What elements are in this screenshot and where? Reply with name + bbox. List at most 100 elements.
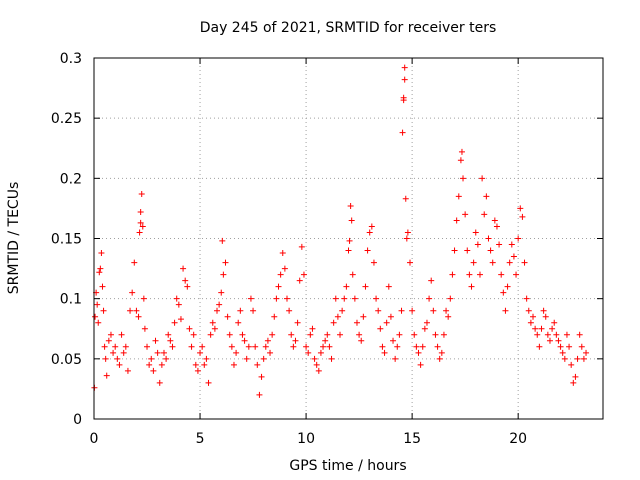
data-point (241, 337, 248, 344)
data-point (292, 337, 299, 344)
data-point (400, 94, 407, 101)
data-point (381, 349, 388, 356)
y-axis-label: SRMTID / TECUs (6, 182, 22, 295)
data-point (334, 313, 341, 320)
data-point (188, 343, 195, 350)
data-point (322, 337, 329, 344)
data-point (485, 235, 492, 242)
data-point (313, 361, 320, 368)
data-point (171, 319, 178, 326)
data-point (436, 355, 443, 362)
data-point (114, 355, 121, 362)
data-point (578, 343, 585, 350)
data-point (385, 283, 392, 290)
data-point (508, 241, 515, 248)
x-tick-labels: 0 5 10 15 20 (90, 431, 528, 447)
data-point (99, 283, 106, 290)
data-point (315, 367, 322, 374)
y-tick-label: 0.2 (60, 171, 82, 187)
data-point (504, 283, 511, 290)
data-point (118, 331, 125, 338)
data-point (222, 259, 229, 266)
y-tick-label: 0.25 (51, 111, 82, 127)
data-point (139, 223, 146, 230)
data-point (358, 337, 365, 344)
data-point (203, 355, 210, 362)
data-point (260, 355, 267, 362)
data-point (194, 367, 201, 374)
data-point (271, 313, 278, 320)
data-point (281, 265, 288, 272)
data-point (396, 331, 403, 338)
data-point (122, 343, 129, 350)
x-tick-label: 15 (403, 431, 421, 447)
data-point (343, 283, 350, 290)
data-point (332, 295, 339, 302)
data-point (220, 271, 227, 278)
data-point (129, 289, 136, 296)
data-point (279, 249, 286, 256)
data-point (353, 319, 360, 326)
data-point (328, 355, 335, 362)
data-point (190, 331, 197, 338)
data-point (398, 307, 405, 314)
data-point (561, 355, 568, 362)
data-point (379, 343, 386, 350)
data-point (199, 343, 206, 350)
data-point (555, 337, 562, 344)
data-point (148, 355, 155, 362)
chart-title: Day 245 of 2021, SRMTID for receiver ter… (200, 20, 497, 36)
data-point (127, 307, 134, 314)
data-point (273, 295, 280, 302)
data-point (553, 331, 560, 338)
data-point (305, 349, 312, 356)
data-point (557, 343, 564, 350)
data-point (243, 355, 250, 362)
data-point (96, 269, 103, 276)
data-point (112, 343, 119, 350)
data-point (549, 325, 556, 332)
data-point (230, 361, 237, 368)
data-point (346, 237, 353, 244)
data-point (341, 295, 348, 302)
data-point (103, 372, 110, 379)
data-point (163, 355, 170, 362)
data-point (464, 247, 471, 254)
data-point (298, 243, 305, 250)
data-point (403, 235, 410, 242)
data-point (392, 355, 399, 362)
data-point (570, 379, 577, 386)
data-point (432, 331, 439, 338)
data-point (546, 337, 553, 344)
data-point (559, 349, 566, 356)
data-point (137, 209, 144, 216)
y-tick-labels: 0 0.05 0.1 0.15 0.2 0.25 0.3 (51, 51, 82, 428)
data-point (317, 349, 324, 356)
data-point (351, 295, 358, 302)
data-point (521, 259, 528, 266)
data-point (307, 331, 314, 338)
data-point (466, 271, 473, 278)
x-axis-label: GPS time / hours (289, 458, 406, 474)
data-point (527, 319, 534, 326)
data-point (133, 307, 140, 314)
data-point (377, 325, 384, 332)
data-point (144, 343, 151, 350)
data-point (426, 295, 433, 302)
data-point (141, 325, 148, 332)
data-point (296, 277, 303, 284)
data-point (481, 211, 488, 218)
data-point (192, 361, 199, 368)
data-point (219, 237, 226, 244)
data-point (530, 313, 537, 320)
data-point (100, 307, 107, 314)
data-point (262, 343, 269, 350)
data-point (140, 295, 147, 302)
data-point (326, 343, 333, 350)
data-point (510, 253, 517, 260)
data-point (364, 247, 371, 254)
data-point (373, 295, 380, 302)
data-point (434, 343, 441, 350)
data-point (300, 271, 307, 278)
data-point (580, 355, 587, 362)
